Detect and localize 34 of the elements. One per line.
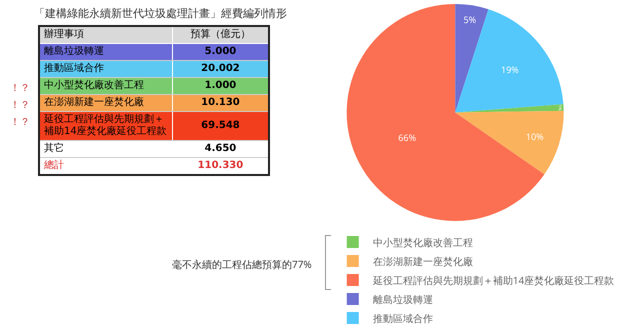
category-label: 在澎湖新建一座焚化廠 (39, 94, 172, 112)
category-label: 延役工程評估與先期規劃＋補助14座焚化廠延役工程款 (39, 112, 172, 140)
category-label: 離島垃圾轉運 (39, 44, 172, 60)
pie-slice (455, 110, 564, 174)
legend-label: 離島垃圾轉運 (372, 292, 433, 306)
data-label: 19% (501, 62, 519, 76)
data-label: 1.000 (172, 78, 269, 94)
legend-label: 在澎湖新建一座焚化廠 (372, 254, 473, 268)
pie-slice (455, 9, 564, 112)
text: ！？ (10, 100, 30, 111)
data-label: 110.330 (172, 158, 269, 175)
legend-label: 中小型焚化廠改善工程 (372, 234, 473, 249)
data-label: 5% (463, 13, 476, 26)
pie-slice (346, 4, 544, 221)
data-label: 10.130 (172, 94, 269, 112)
data-label: 10% (526, 130, 544, 144)
category-label: 中小型焚化廠改善工程 (39, 78, 172, 94)
category-label: 總計 (39, 158, 172, 175)
text: 「建構綠能永續新世代垃圾處理計畫」經費編列情形 (34, 6, 287, 21)
text: ！？ (10, 117, 30, 128)
text: 毫不永續的工程佔總預算的77% (172, 257, 312, 271)
text: 預算（億元） (172, 26, 269, 44)
data-label: 20.002 (172, 60, 269, 78)
legend-label: 推動區域合作 (372, 310, 433, 325)
text: ！？ (10, 83, 30, 94)
data-label: 69.548 (172, 112, 269, 140)
data-label: 5.000 (172, 44, 269, 60)
category-label: 推動區域合作 (39, 60, 172, 78)
data-label: 66% (398, 131, 416, 144)
category-label: 其它 (39, 140, 172, 158)
data-label: 4.650 (172, 140, 269, 158)
pie-slice (455, 4, 488, 112)
text: 辦理事項 (39, 26, 172, 44)
legend-label: 延役工程評估與先期規劃＋補助14座焚化廠延役工程款 (372, 272, 614, 287)
